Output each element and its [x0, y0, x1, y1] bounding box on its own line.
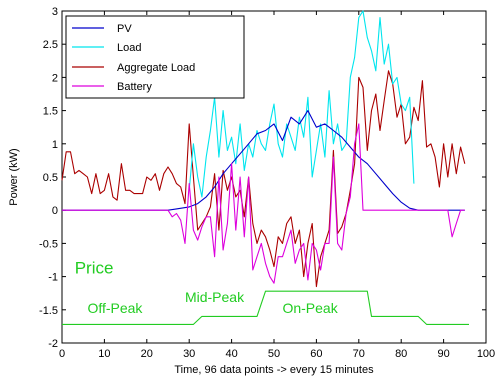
y-tick-label: 1.5	[43, 106, 58, 118]
series-lines	[61, 10, 469, 325]
annotation-price: Price	[75, 258, 114, 277]
legend-box	[65, 15, 245, 99]
series-line-price-tariff	[62, 290, 469, 325]
y-tick-label: 2	[52, 72, 58, 84]
x-tick-label: 50	[268, 348, 280, 360]
legend: PV Load Aggregate Load Battery	[65, 15, 245, 99]
y-tick-label: 1	[52, 139, 58, 151]
y-tick-label: 2.5	[43, 39, 58, 51]
y-tick-label: -0.5	[39, 238, 58, 250]
y-axis-label: Power (kW)	[8, 148, 20, 205]
x-tick-label: 70	[353, 348, 365, 360]
x-axis-label: Time, 96 data points -> every 15 minutes	[174, 364, 374, 376]
y-tick-label: -2	[48, 338, 58, 350]
legend-label-load: Load	[117, 42, 141, 54]
annotation-mid-peak: Mid-Peak	[185, 289, 245, 305]
y-tick-label: -1	[48, 272, 58, 284]
y-tick-label: 3	[52, 6, 58, 18]
x-tick-label: 60	[310, 348, 322, 360]
axis-ticks: 0 10 20 30 40 50 60 70 80 90 100 -2 -1.5 -1 -0.5 0 0.5 1 1…	[39, 6, 495, 360]
legend-label-aggregate-load: Aggregate Load	[117, 62, 195, 74]
legend-label-pv: PV	[117, 23, 132, 35]
y-tick-label: 0.5	[43, 172, 58, 184]
y-tick-label: 0	[52, 205, 58, 217]
x-tick-label: 80	[395, 348, 407, 360]
x-tick-label: 20	[141, 348, 153, 360]
x-tick-label: 100	[477, 348, 495, 360]
x-tick-label: 90	[437, 348, 449, 360]
series-line-load	[188, 10, 415, 198]
series-line-battery	[62, 123, 465, 284]
annotation-on-peak: On-Peak	[282, 300, 338, 316]
annotations: Price Off-Peak Mid-Peak On-Peak	[75, 258, 339, 316]
x-tick-label: 40	[225, 348, 237, 360]
x-tick-label: 0	[59, 348, 65, 360]
series-line-aggregate-load	[61, 70, 466, 288]
x-tick-label: 30	[183, 348, 195, 360]
annotation-off-peak: Off-Peak	[87, 300, 143, 316]
x-tick-label: 10	[98, 348, 110, 360]
legend-label-battery: Battery	[117, 81, 152, 93]
y-tick-label: -1.5	[39, 305, 58, 317]
